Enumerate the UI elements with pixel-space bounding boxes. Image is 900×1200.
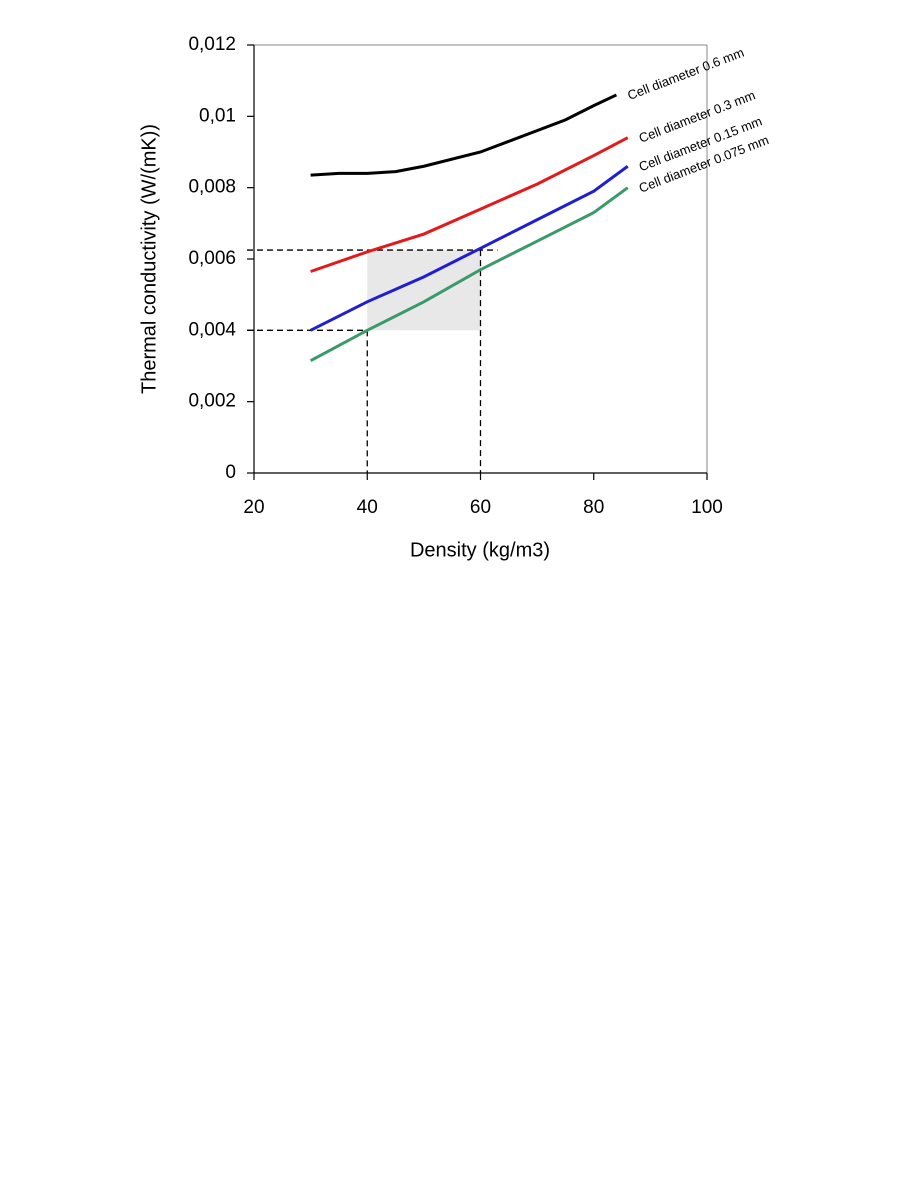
- x-tick-label: 80: [583, 497, 604, 518]
- data-line: [309, 165, 629, 332]
- x-tick-label: 60: [470, 497, 491, 518]
- highlight-area: [367, 250, 481, 331]
- x-axis-title: Density (kg/m3): [410, 539, 550, 561]
- data-line: [310, 93, 618, 177]
- y-tick-label: 0,012: [188, 34, 236, 55]
- y-tick-label: 0,004: [188, 319, 236, 340]
- data-line: [309, 186, 629, 362]
- y-tick-label: 0,01: [199, 105, 236, 126]
- y-tick-label: 0: [225, 462, 236, 483]
- x-tick-label: 40: [357, 497, 378, 518]
- y-axis-title: Thermal conductivity (W/(mK)): [138, 124, 160, 394]
- y-tick-label: 0,006: [188, 248, 236, 269]
- series-label: Cell diameter 0.6 mm: [625, 45, 746, 103]
- data-line: [310, 136, 629, 273]
- x-tick-label: 20: [243, 497, 264, 518]
- y-tick-label: 0,008: [188, 177, 236, 198]
- x-tick-label: 100: [691, 497, 723, 518]
- y-tick-label: 0,002: [188, 391, 236, 412]
